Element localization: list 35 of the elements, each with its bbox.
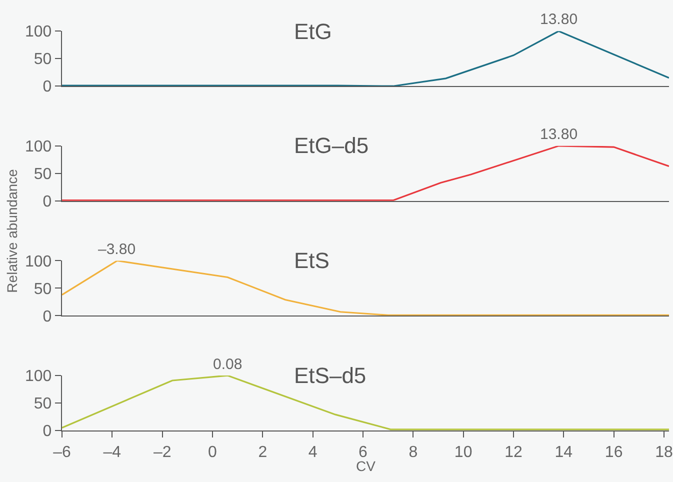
y-tick-label: 50 <box>34 280 52 298</box>
x-tick-label: 2 <box>258 444 268 461</box>
y-tick-label: 50 <box>34 51 52 68</box>
x-tick-label: 8 <box>408 444 418 461</box>
annotation: –3.80 <box>98 241 136 258</box>
x-tick-label: 4 <box>308 444 318 461</box>
y-tick-label: 100 <box>24 138 52 156</box>
y-tick-label: 50 <box>34 396 52 413</box>
y-axis-title: Relative abundance <box>4 168 20 293</box>
x-tick-label: 0 <box>208 444 218 461</box>
chart-title: EtG <box>294 19 332 44</box>
y-tick-label: 100 <box>24 24 52 41</box>
x-tick-label: 10 <box>454 444 472 461</box>
chart-title: EtS <box>294 248 330 273</box>
chart-title: EtS–d5 <box>294 363 366 388</box>
x-tick-label: –6 <box>53 444 71 461</box>
annotation: 0.08 <box>213 356 242 373</box>
y-tick-label: 100 <box>24 253 52 270</box>
annotation: 13.80 <box>540 11 578 28</box>
chart-title: EtG–d5 <box>294 133 369 158</box>
y-tick-label: 0 <box>42 194 52 211</box>
x-tick-label: 18 <box>655 444 673 461</box>
x-tick-label: –2 <box>153 444 172 461</box>
x-tick-label: 6 <box>358 444 368 461</box>
annotation: 13.80 <box>540 126 578 143</box>
y-tick-label: 0 <box>42 423 52 440</box>
x-tick-label: –4 <box>103 444 122 461</box>
x-tick-label: 14 <box>554 444 573 461</box>
y-tick-label: 0 <box>42 308 52 326</box>
y-tick-label: 0 <box>42 78 52 96</box>
x-tick-label: 16 <box>604 444 623 461</box>
y-tick-label: 50 <box>34 166 52 184</box>
y-tick-label: 100 <box>24 368 52 386</box>
x-tick-label: 12 <box>504 444 522 461</box>
x-axis-title: CV <box>356 458 376 474</box>
